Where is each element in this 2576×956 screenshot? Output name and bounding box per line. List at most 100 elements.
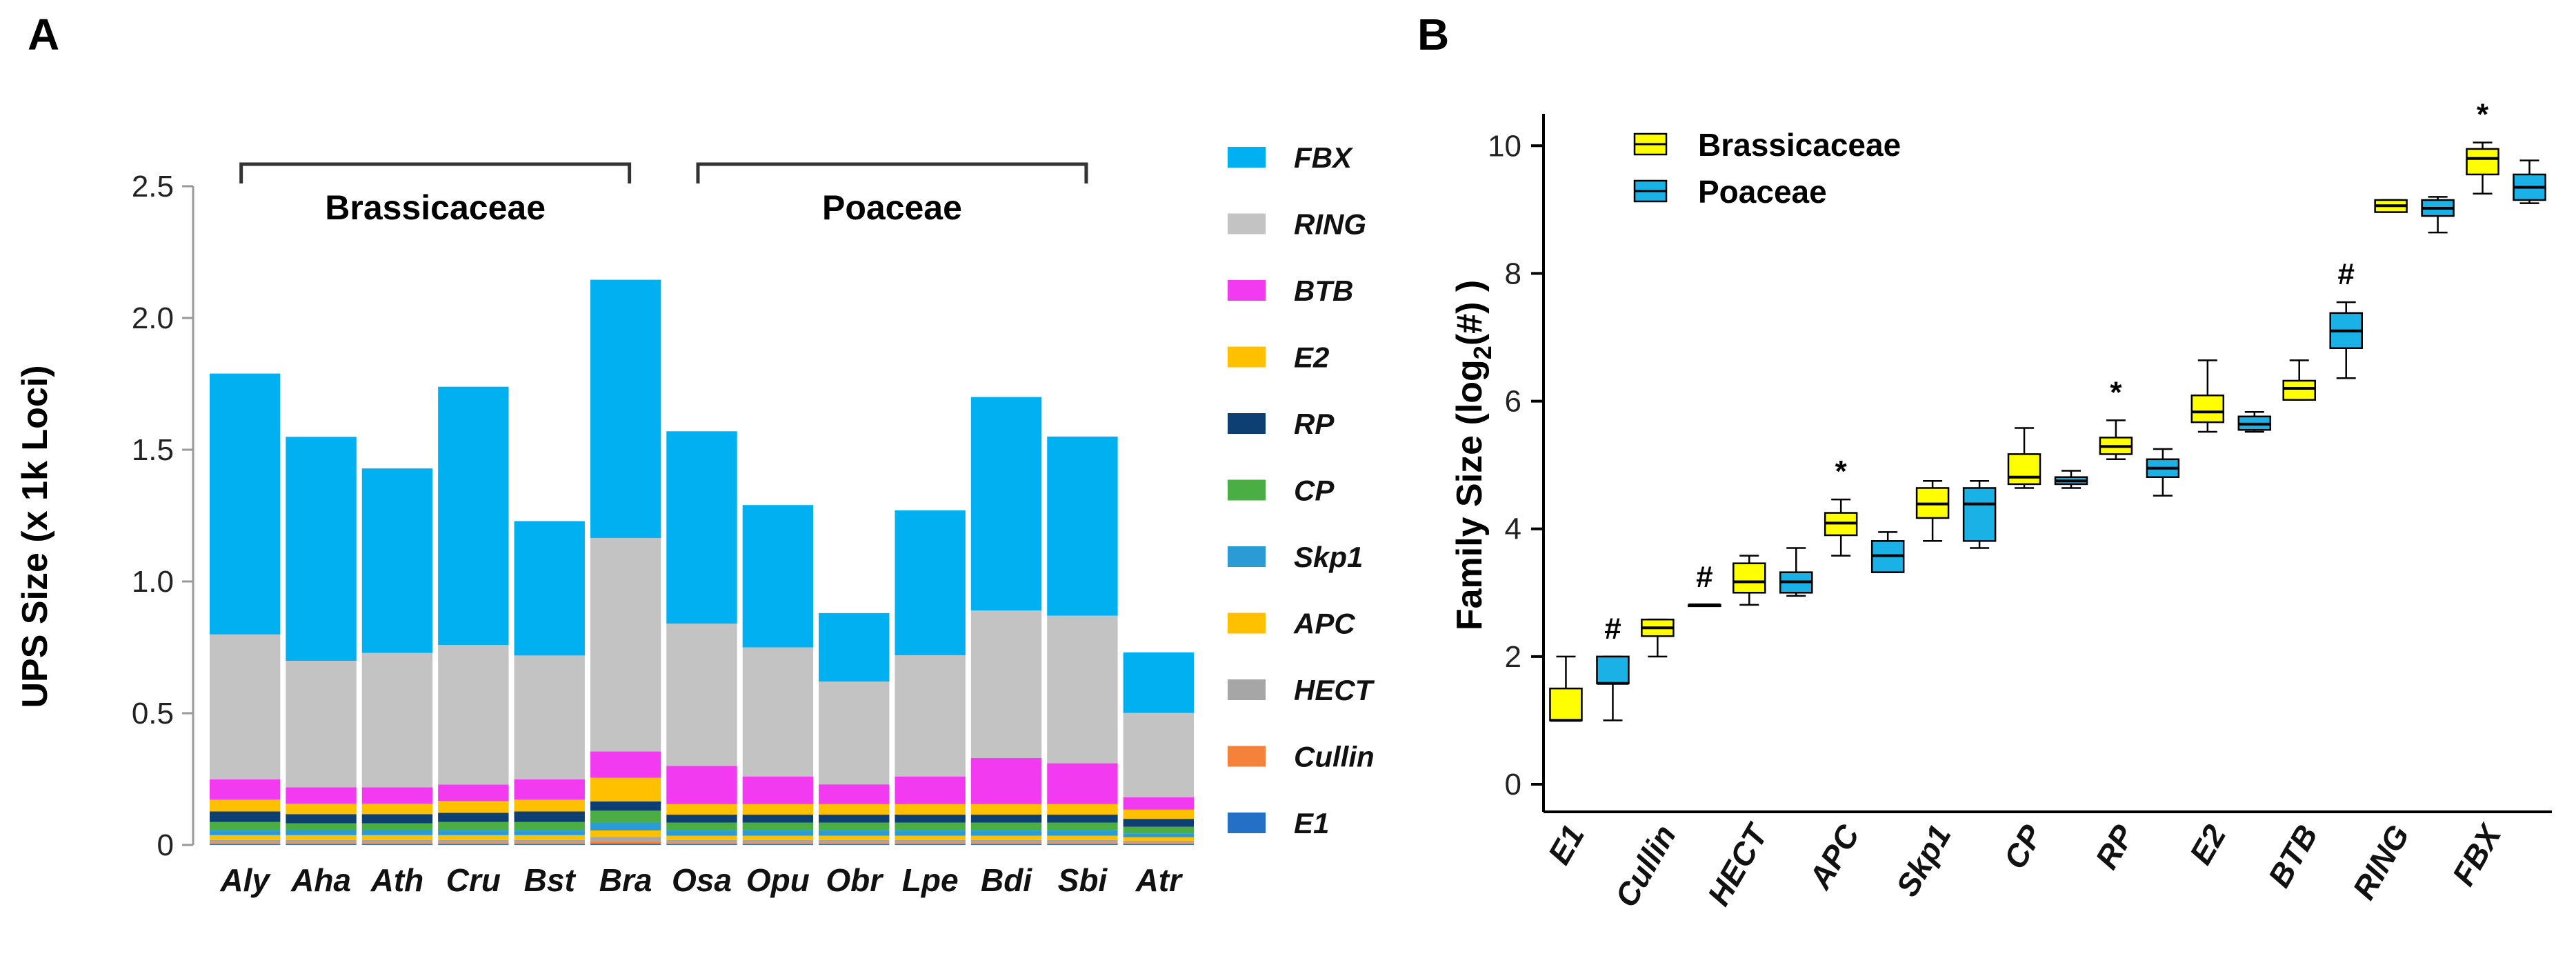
bar-segment-apc-obr <box>819 835 890 840</box>
bar-segment-hect-cru <box>438 839 509 843</box>
panel-a-bars <box>210 279 1194 845</box>
panel-a-group-brackets: Brassicaceae Poaceae <box>239 162 1088 227</box>
legend-swatch-ring <box>1228 213 1266 235</box>
legend-swatch-e2 <box>1228 346 1266 368</box>
panel-b-x-tick-labels: E1 Cullin HECT APC Skp1 CP RP E2 BTB RING FBX <box>1541 817 2508 913</box>
bar-segment-cp-opu <box>742 822 814 830</box>
box-hect-brassicaceae <box>1733 562 1766 594</box>
bar-segment-hect-sbi <box>1047 839 1118 843</box>
bar-segment-btb-cru <box>438 784 509 801</box>
bar-segment-hect-bdi <box>970 839 1042 843</box>
bar-segment-e1-atr <box>1123 844 1194 845</box>
bar-segment-btb-bra <box>590 751 661 778</box>
bar-segment-cp-bdi <box>970 822 1042 830</box>
legend-swatch-cp <box>1228 479 1266 501</box>
bar-segment-e1-bra <box>590 844 661 845</box>
bar-segment-skp1-cru <box>438 830 509 835</box>
bar-segment-hect-opu <box>742 839 814 843</box>
bar-segment-e2-bra <box>590 777 661 801</box>
legend-swatch-hect <box>1228 679 1266 700</box>
panel-b-y-tick-label: 8 <box>1505 257 1521 290</box>
bar-segment-cp-obr <box>819 822 890 830</box>
legend-label-poaceae: Poaceae <box>1698 174 1827 210</box>
bar-segment-btb-lpe <box>895 776 966 804</box>
bar-segment-cp-ath <box>361 823 433 830</box>
panel-a-legend: FBX RING BTB E2 RP CP Skp1 APC HECT Cullin E1 <box>1228 141 1375 839</box>
bar-segment-skp1-bdi <box>970 830 1042 836</box>
legend-label-e2: E2 <box>1294 341 1329 374</box>
panel-b-y-axis-label-tail: (#) ) <box>1450 280 1490 346</box>
bar-segment-fbx-lpe <box>895 510 966 655</box>
bar-segment-btb-ath <box>361 787 433 804</box>
bar-segment-apc-osa <box>666 835 737 840</box>
legend-label-cp: CP <box>1294 475 1335 507</box>
bar-segment-rp-bst <box>514 811 585 822</box>
panel-b-y-tick-label: 2 <box>1505 640 1521 674</box>
significance-mark: # <box>2337 257 2354 291</box>
group-bracket-label: Brassicaceae <box>325 188 546 227</box>
significance-mark: # <box>1604 612 1621 646</box>
panel-b-x-tick-label: FBX <box>2445 817 2508 892</box>
bar-segment-e1-obr <box>819 844 890 845</box>
bar-segment-btb-bst <box>514 779 585 800</box>
bar-segment-skp1-aly <box>210 830 281 835</box>
legend-label-rp: RP <box>1294 408 1335 440</box>
bar-segment-skp1-opu <box>742 830 814 836</box>
panel-b-annotations: # # * * # * <box>1604 98 2489 646</box>
legend-label-ring: RING <box>1294 208 1366 241</box>
panel-a-y-tick-label: 0.5 <box>132 697 174 730</box>
bar-segment-cullin-aly <box>210 842 281 844</box>
bar-segment-apc-opu <box>742 835 814 840</box>
legend-swatch-skp1 <box>1228 546 1266 567</box>
legend-swatch-btb <box>1228 280 1266 301</box>
bar-segment-e1-bdi <box>970 844 1042 845</box>
bar-segment-ring-obr <box>819 681 890 785</box>
bar-segment-ring-cru <box>438 645 509 785</box>
bar-segment-e2-bdi <box>970 804 1042 815</box>
bar-segment-e1-opu <box>742 844 814 845</box>
bar-segment-skp1-osa <box>666 830 737 836</box>
bar-segment-cullin-ath <box>361 842 433 844</box>
panel-a-y-axis-label: UPS Size (x 1k Loci) <box>15 365 55 708</box>
legend-swatch-fbx <box>1228 147 1266 168</box>
bar-segment-btb-atr <box>1123 797 1194 810</box>
panel-b-y-tick-label: 4 <box>1505 512 1521 546</box>
bar-segment-cp-sbi <box>1047 822 1118 830</box>
panel-b-x-tick-label: E2 <box>2182 819 2233 870</box>
bar-segment-rp-lpe <box>895 815 966 823</box>
panel-b-letter: B <box>1417 10 1449 59</box>
panel-a-y-tick-label: 2.0 <box>132 301 174 335</box>
bar-segment-hect-osa <box>666 839 737 843</box>
bar-segment-apc-aha <box>286 835 357 840</box>
bar-segment-cp-aha <box>286 823 357 830</box>
panel-b-x-tick-label: BTB <box>2261 819 2324 893</box>
bar-segment-ring-bra <box>590 537 661 752</box>
bar-segment-hect-aha <box>286 839 357 843</box>
legend-label-brassicaceae: Brassicaceae <box>1698 127 1901 163</box>
legend-label-hect: HECT <box>1294 674 1375 706</box>
bar-segment-ring-opu <box>742 647 814 777</box>
box-btb-brassicaceae <box>2282 379 2316 401</box>
panel-a-x-tick-label: Aly <box>219 862 271 898</box>
bar-segment-fbx-opu <box>742 505 814 648</box>
bar-segment-rp-cru <box>438 813 509 822</box>
bar-segment-e2-atr <box>1123 809 1194 819</box>
bar-segment-skp1-sbi <box>1047 830 1118 836</box>
bar-segment-e1-cru <box>438 844 509 845</box>
legend-label-e1: E1 <box>1294 807 1329 839</box>
bar-segment-ring-aha <box>286 660 357 788</box>
bar-segment-fbx-obr <box>819 613 890 682</box>
legend-label-btb: BTB <box>1294 275 1353 307</box>
bar-segment-hect-atr <box>1123 840 1194 843</box>
panel-a-y-tick-label: 2.5 <box>132 170 174 203</box>
bar-segment-e1-aha <box>286 844 357 845</box>
panel-b-legend: Brassicaceae Poaceae <box>1633 127 1901 210</box>
bar-segment-rp-aly <box>210 811 281 822</box>
box-e2-brassicaceae <box>2190 394 2225 424</box>
bar-segment-fbx-aha <box>286 437 357 661</box>
panel-a-x-tick-label: Opu <box>746 862 810 898</box>
box-skp1-poaceae <box>1962 487 1997 542</box>
bar-segment-skp1-atr <box>1123 833 1194 837</box>
panel-b-y-tick-label: 6 <box>1505 385 1521 419</box>
